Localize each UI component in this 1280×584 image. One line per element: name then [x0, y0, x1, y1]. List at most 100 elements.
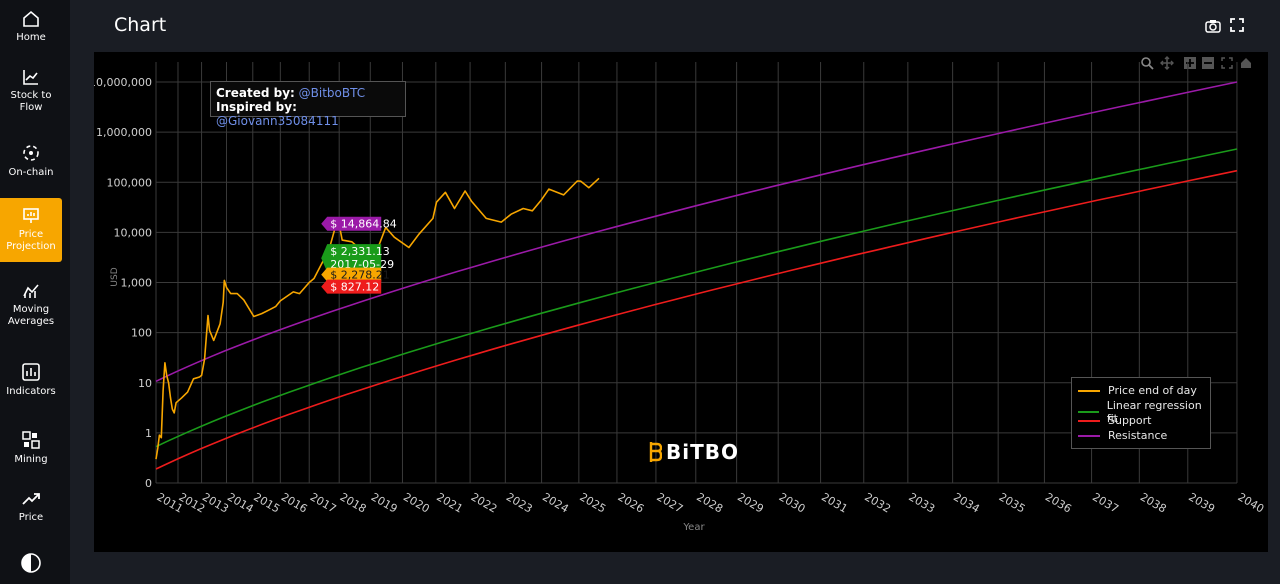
sidebar-item-home[interactable]: Home [0, 10, 62, 48]
credits-box: Created by: @BitboBTC Inspired by: @Giov… [210, 81, 406, 128]
camera-icon[interactable] [1205, 18, 1221, 34]
series-line-linear-regression-fit [155, 148, 1238, 448]
x-tick-label: 2017 [308, 490, 339, 515]
sidebar-item-label: Mining [14, 454, 48, 465]
x-tick-label: 2040 [1235, 490, 1266, 515]
hover-label-text: $ 2,331.13 [330, 245, 389, 258]
x-tick-label: 2013 [200, 490, 231, 515]
autoscale-icon[interactable] [1221, 55, 1233, 71]
x-tick-label: 2026 [615, 490, 646, 515]
reset-axes-icon[interactable] [1240, 55, 1252, 71]
hover-label-price: $ 2,278.21 [321, 267, 390, 282]
sidebar-item-label: On-chain [8, 167, 54, 178]
x-axis-label: Year [682, 522, 705, 533]
y-tick-label: 1,000,000 [96, 126, 152, 139]
sidebar-item-label: Price [18, 512, 44, 523]
home-icon [23, 10, 39, 27]
sidebar-item-label: Price Projection [6, 229, 56, 252]
x-tick-label: 2015 [251, 490, 282, 515]
bitbo-logo-icon [649, 442, 662, 462]
theme-toggle-icon [21, 553, 41, 573]
sidebar-item-label: Stock to Flow [10, 90, 52, 113]
moving-average-icon [23, 284, 39, 298]
legend-item-price[interactable]: Price end of day [1078, 384, 1197, 397]
x-tick-label: 2019 [369, 490, 400, 515]
legend-swatch [1078, 389, 1100, 392]
legend-item-fit[interactable]: Linear regression fit [1078, 399, 1210, 425]
hover-label-text: $ 14,864.84 [330, 218, 396, 231]
x-tick-label: 2027 [654, 490, 685, 515]
sidebar-item-indicators[interactable]: Indicators [0, 362, 62, 402]
series-line-price-end-of-day [155, 177, 600, 460]
x-tick-label: 2029 [735, 490, 766, 515]
legend-item-resistance[interactable]: Resistance [1078, 429, 1167, 442]
logo-text: BiTBO [666, 440, 739, 464]
page-title: Chart [114, 14, 167, 36]
hover-label-text: $ 2,278.21 [330, 269, 389, 282]
y-tick-label: 100,000 [107, 176, 153, 189]
hover-label-box [321, 267, 382, 282]
x-tick-label: 2031 [819, 490, 850, 515]
hover-label-resistance: $ 14,864.84 [321, 216, 397, 231]
sidebar-item-price[interactable]: Price [0, 490, 62, 526]
sidebar-item-label: Moving Averages [7, 304, 55, 327]
zoom-icon[interactable] [1140, 55, 1154, 71]
x-tick-label: 2036 [1043, 490, 1074, 515]
legend-swatch [1078, 419, 1100, 422]
series-line-resistance [155, 81, 1238, 383]
line-chart-icon [23, 70, 38, 85]
x-tick-label: 2022 [469, 490, 500, 515]
y-tick-label: 0 [145, 477, 152, 490]
y-tick-label: 10 [138, 377, 152, 390]
series-lines [155, 81, 1238, 470]
hover-label-box [321, 216, 382, 231]
bitbo-logo: BiTBO [648, 440, 739, 464]
sidebar-item-price-projection[interactable]: Price Projection [0, 198, 62, 262]
x-tick-label: 2028 [694, 490, 725, 515]
network-icon [23, 145, 39, 161]
inspired-handle[interactable]: @Giovann35084111 [216, 114, 339, 128]
x-tick-label: 2038 [1138, 490, 1169, 515]
bar-indicator-icon [22, 363, 40, 381]
sidebar-item-stock-to-flow[interactable]: Stock to Flow [0, 68, 62, 118]
legend-swatch [1078, 434, 1100, 437]
sidebar-item-theme-toggle[interactable] [0, 552, 62, 578]
fullscreen-icon[interactable] [1230, 18, 1244, 32]
plot-area[interactable]: 0 1 10 100 1,000 10,000 100,000 1,000,000 10,000… [94, 52, 1268, 552]
y-tick-label: 1,000 [121, 277, 153, 290]
legend-item-support[interactable]: Support [1078, 414, 1151, 427]
inspired-label: Inspired by: [216, 100, 297, 114]
legend-label: Support [1108, 414, 1152, 427]
created-label: Created by: [216, 86, 295, 100]
chart-panel: 0 1 10 100 1,000 10,000 100,000 1,000,000 10,000… [94, 52, 1268, 552]
x-tick-label: 2024 [540, 490, 571, 515]
x-tick-label: 2023 [504, 490, 535, 515]
hover-label-box [321, 244, 382, 273]
sidebar: Home Stock to Flow On-chain Price Projec… [0, 0, 70, 584]
legend-label: Resistance [1108, 429, 1168, 442]
chart-legend: Price end of day Linear regression fit S… [1071, 377, 1211, 449]
legend-swatch [1078, 411, 1099, 413]
zoom-out-icon[interactable] [1202, 55, 1214, 71]
sidebar-item-on-chain[interactable]: On-chain [0, 143, 62, 183]
hover-label-text: $ 827.12 [330, 281, 379, 294]
x-tick-label: 2020 [401, 490, 432, 515]
y-tick-label: 10,000,000 [94, 76, 152, 89]
created-handle[interactable]: @BitboBTC [298, 86, 366, 100]
x-tick-label: 2039 [1186, 490, 1217, 515]
x-tick-label: 2030 [777, 490, 808, 515]
x-tick-label: 2033 [906, 490, 937, 515]
x-tick-label: 2037 [1090, 490, 1121, 515]
sidebar-item-label: Indicators [6, 386, 56, 397]
sidebar-item-moving-averages[interactable]: Moving Averages [0, 282, 62, 332]
sidebar-item-mining[interactable]: Mining [0, 430, 62, 470]
legend-label: Price end of day [1108, 384, 1197, 397]
legend-label: Linear regression fit [1106, 399, 1202, 425]
x-tick-label: 2014 [225, 490, 256, 515]
pan-icon[interactable] [1160, 55, 1174, 71]
x-tick-label: 2034 [951, 490, 982, 515]
x-tick-label: 2032 [862, 490, 893, 515]
trend-up-icon [22, 493, 40, 505]
